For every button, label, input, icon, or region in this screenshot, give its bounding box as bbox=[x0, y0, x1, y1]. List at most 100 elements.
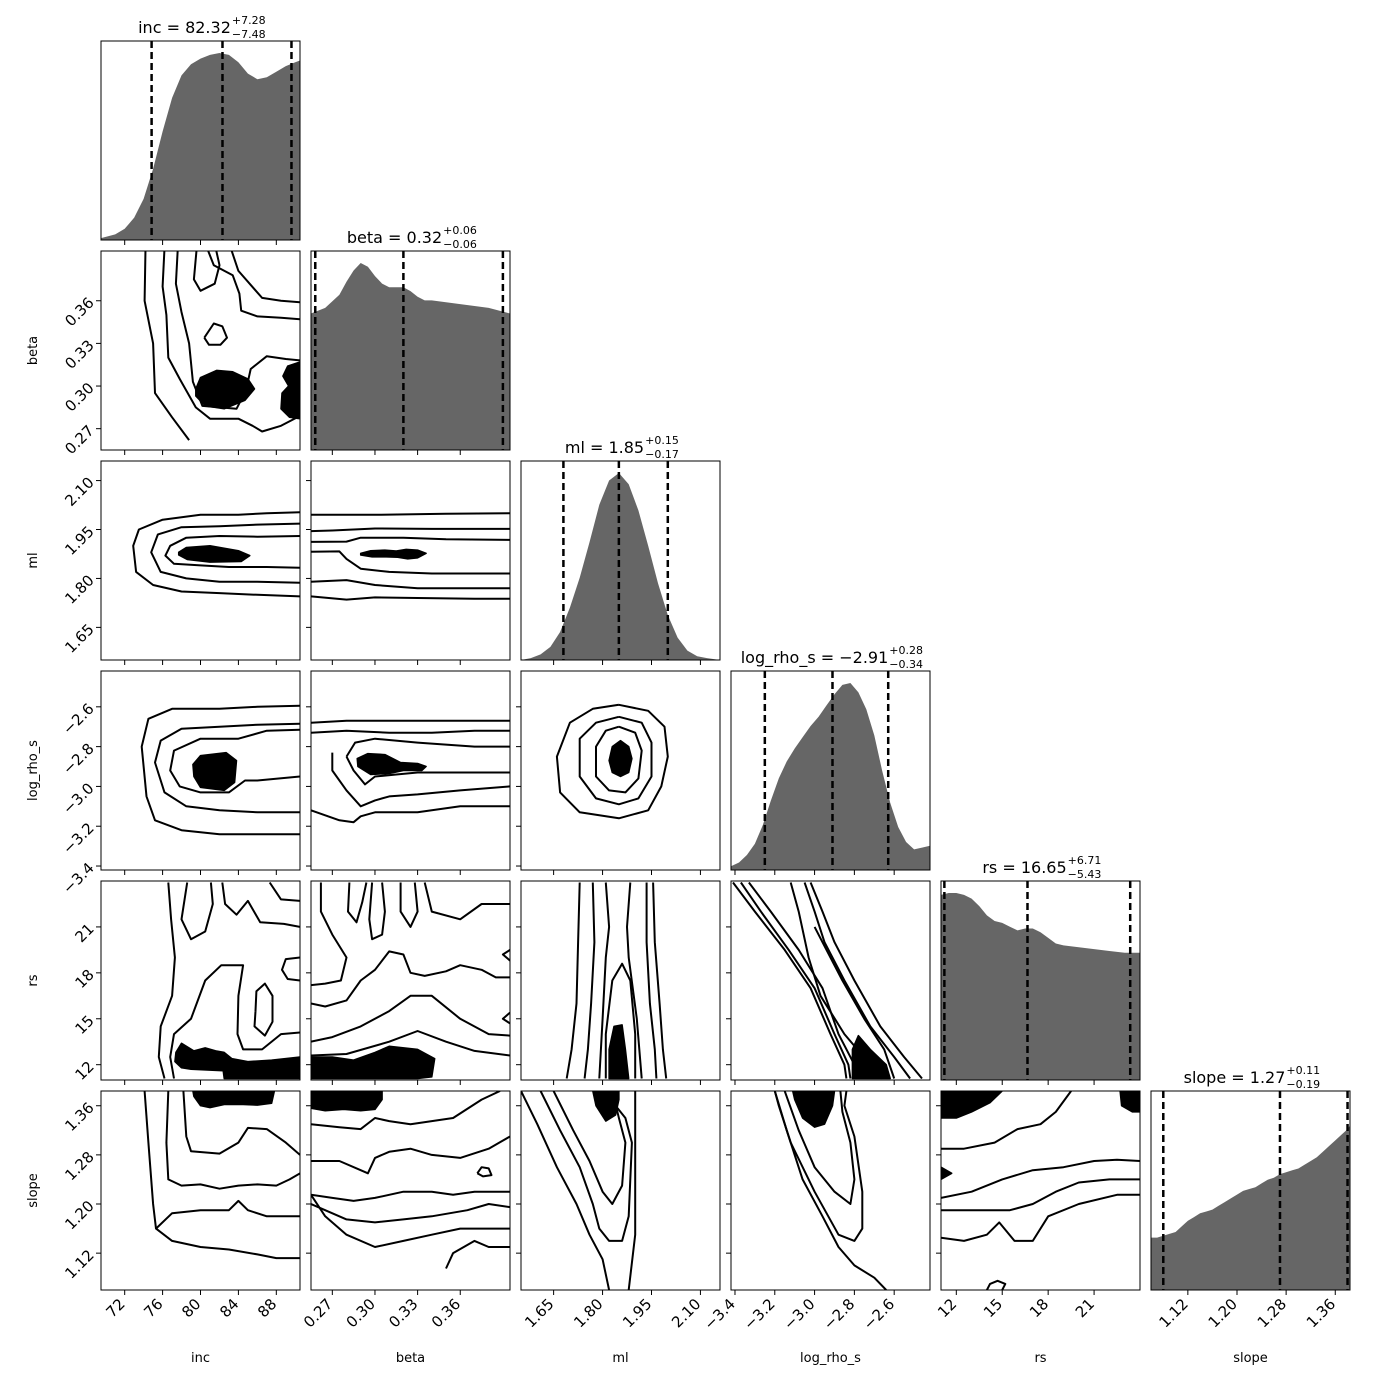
contour-line-0 bbox=[941, 1091, 1072, 1150]
x-axis-label-slope: slope bbox=[1233, 1351, 1268, 1366]
contour-panel-log_rho_s-rs bbox=[730, 880, 931, 1081]
contour-line-6 bbox=[476, 1166, 493, 1178]
contour-line-2 bbox=[941, 1193, 1140, 1242]
contour-fill-4 bbox=[592, 1091, 620, 1122]
y-tick-label-rs: 12 bbox=[71, 1058, 97, 1084]
title-minus-log_rho_s: −0.34 bbox=[889, 658, 923, 671]
contour-panel-inc-rs bbox=[100, 880, 301, 1081]
histogram-panel-ml: ml = 1.85 +0.15−0.17 bbox=[520, 434, 721, 661]
y-tick-label-log_rho_s: −2.6 bbox=[59, 700, 97, 738]
contour-line-5 bbox=[253, 982, 274, 1037]
axes-frame bbox=[520, 670, 721, 871]
x-tick-label-inc: 80 bbox=[178, 1295, 204, 1321]
contour-fill-7 bbox=[851, 1034, 891, 1080]
contour-line-1 bbox=[311, 729, 510, 734]
histogram-panel-log_rho_s: log_rho_s = −2.91 +0.28−0.34 bbox=[730, 644, 931, 871]
contour-line-1 bbox=[165, 1091, 300, 1190]
title-plus-rs: +6.71 bbox=[1068, 854, 1102, 867]
contour-fill-7 bbox=[311, 1091, 383, 1112]
contour-fill-3 bbox=[177, 545, 251, 563]
contour-line-0 bbox=[311, 719, 510, 724]
title-main-log_rho_s: log_rho_s = −2.91 bbox=[741, 648, 889, 668]
x-tick-label-slope: 1.12 bbox=[1156, 1295, 1192, 1331]
y-tick-label-log_rho_s: −3.2 bbox=[59, 819, 97, 857]
title-main-inc: inc = 82.32 bbox=[138, 18, 231, 37]
contour-panel-inc-log_rho_s bbox=[100, 670, 301, 871]
histogram-panel-slope: slope = 1.27 +0.11−0.19 bbox=[1150, 1064, 1351, 1291]
contour-line-0 bbox=[521, 1091, 611, 1290]
contour-line-2 bbox=[180, 882, 214, 941]
contour-line-3 bbox=[627, 1091, 637, 1290]
contour-line-2 bbox=[645, 882, 658, 1079]
y-tick-label-log_rho_s: −3.0 bbox=[59, 779, 97, 817]
contour-line-5 bbox=[445, 1239, 510, 1269]
y-tick-label-beta: 0.33 bbox=[61, 336, 97, 372]
contour-line-3 bbox=[331, 752, 510, 808]
x-tick-label-slope: 1.20 bbox=[1205, 1295, 1241, 1331]
y-tick-label-ml: 1.65 bbox=[61, 620, 97, 656]
contour-line-1 bbox=[539, 1091, 633, 1242]
title-minus-slope: −0.19 bbox=[1286, 1078, 1320, 1091]
contour-line-2 bbox=[311, 536, 510, 543]
contour-line-2 bbox=[311, 994, 510, 1043]
x-tick-label-rs: 15 bbox=[980, 1295, 1006, 1321]
contour-fill-3 bbox=[192, 751, 238, 792]
contour-panel-inc-beta bbox=[100, 250, 301, 451]
y-axis-label-beta: beta bbox=[26, 336, 41, 365]
contour-line-1 bbox=[578, 715, 653, 806]
contour-line-4 bbox=[598, 882, 611, 1079]
contour-line-1 bbox=[150, 522, 300, 584]
axes-frame bbox=[310, 670, 511, 871]
contour-line-0 bbox=[143, 251, 190, 441]
y-axis-label-slope: slope bbox=[26, 1173, 41, 1208]
contour-fill-5 bbox=[941, 1091, 1003, 1119]
contour-line-6 bbox=[203, 322, 228, 346]
axes-frame bbox=[100, 1090, 301, 1291]
contour-line-4 bbox=[268, 881, 300, 902]
contour-line-1 bbox=[583, 882, 596, 1079]
y-tick-label-beta: 0.30 bbox=[61, 379, 97, 415]
x-tick-label-beta: 0.27 bbox=[300, 1295, 336, 1331]
contour-line-0 bbox=[140, 704, 300, 836]
x-axis-label-rs: rs bbox=[1034, 1351, 1046, 1366]
contour-line-2 bbox=[552, 1091, 627, 1205]
contour-line-3 bbox=[311, 1030, 510, 1057]
contour-line-2 bbox=[164, 535, 300, 569]
y-tick-label-ml: 1.95 bbox=[61, 522, 97, 558]
contour-fill-7 bbox=[1119, 1091, 1140, 1113]
x-tick-label-inc: 72 bbox=[102, 1295, 128, 1321]
histogram-panel-beta: beta = 0.32 +0.06−0.06 bbox=[310, 224, 511, 451]
x-tick-label-inc: 88 bbox=[254, 1295, 280, 1321]
contour-line-0 bbox=[732, 881, 848, 1079]
contour-line-1 bbox=[169, 964, 300, 1079]
contour-line-4 bbox=[986, 1279, 1007, 1290]
axes-frame bbox=[730, 670, 931, 871]
panel-title-inc: inc = 82.32 +7.28−7.48 bbox=[138, 14, 265, 41]
axes-frame bbox=[310, 1090, 511, 1291]
x-tick-label-log_rho_s: −3.4 bbox=[700, 1295, 738, 1333]
title-minus-inc: −7.48 bbox=[232, 28, 266, 41]
y-tick-label-slope: 1.36 bbox=[61, 1099, 97, 1135]
x-tick-label-inc: 76 bbox=[140, 1295, 166, 1321]
contour-line-4 bbox=[347, 882, 368, 924]
contour-fill-7 bbox=[195, 369, 256, 410]
axes-frame bbox=[310, 250, 511, 451]
axes-frame bbox=[1150, 1090, 1351, 1291]
x-tick-label-rs: 21 bbox=[1072, 1295, 1098, 1321]
contour-line-5 bbox=[626, 882, 643, 1079]
contour-line-0 bbox=[773, 1091, 887, 1290]
axes-frame bbox=[520, 460, 721, 661]
x-tick-label-ml: 2.10 bbox=[668, 1295, 704, 1331]
y-tick-label-log_rho_s: −3.4 bbox=[59, 859, 97, 897]
x-tick-label-log_rho_s: −3.2 bbox=[740, 1295, 778, 1333]
contour-line-0 bbox=[311, 882, 348, 987]
contour-panel-beta-slope bbox=[310, 1090, 511, 1291]
panel-title-log_rho_s: log_rho_s = −2.91 +0.28−0.34 bbox=[741, 644, 923, 671]
contour-line-0 bbox=[143, 1091, 300, 1260]
panel-title-ml: ml = 1.85 +0.15−0.17 bbox=[565, 434, 679, 461]
contour-line-2 bbox=[311, 1203, 510, 1224]
contour-line-1 bbox=[161, 251, 300, 433]
y-tick-label-slope: 1.12 bbox=[61, 1246, 97, 1282]
x-axis-label-inc: inc bbox=[191, 1351, 210, 1366]
x-tick-label-inc: 84 bbox=[216, 1295, 242, 1321]
